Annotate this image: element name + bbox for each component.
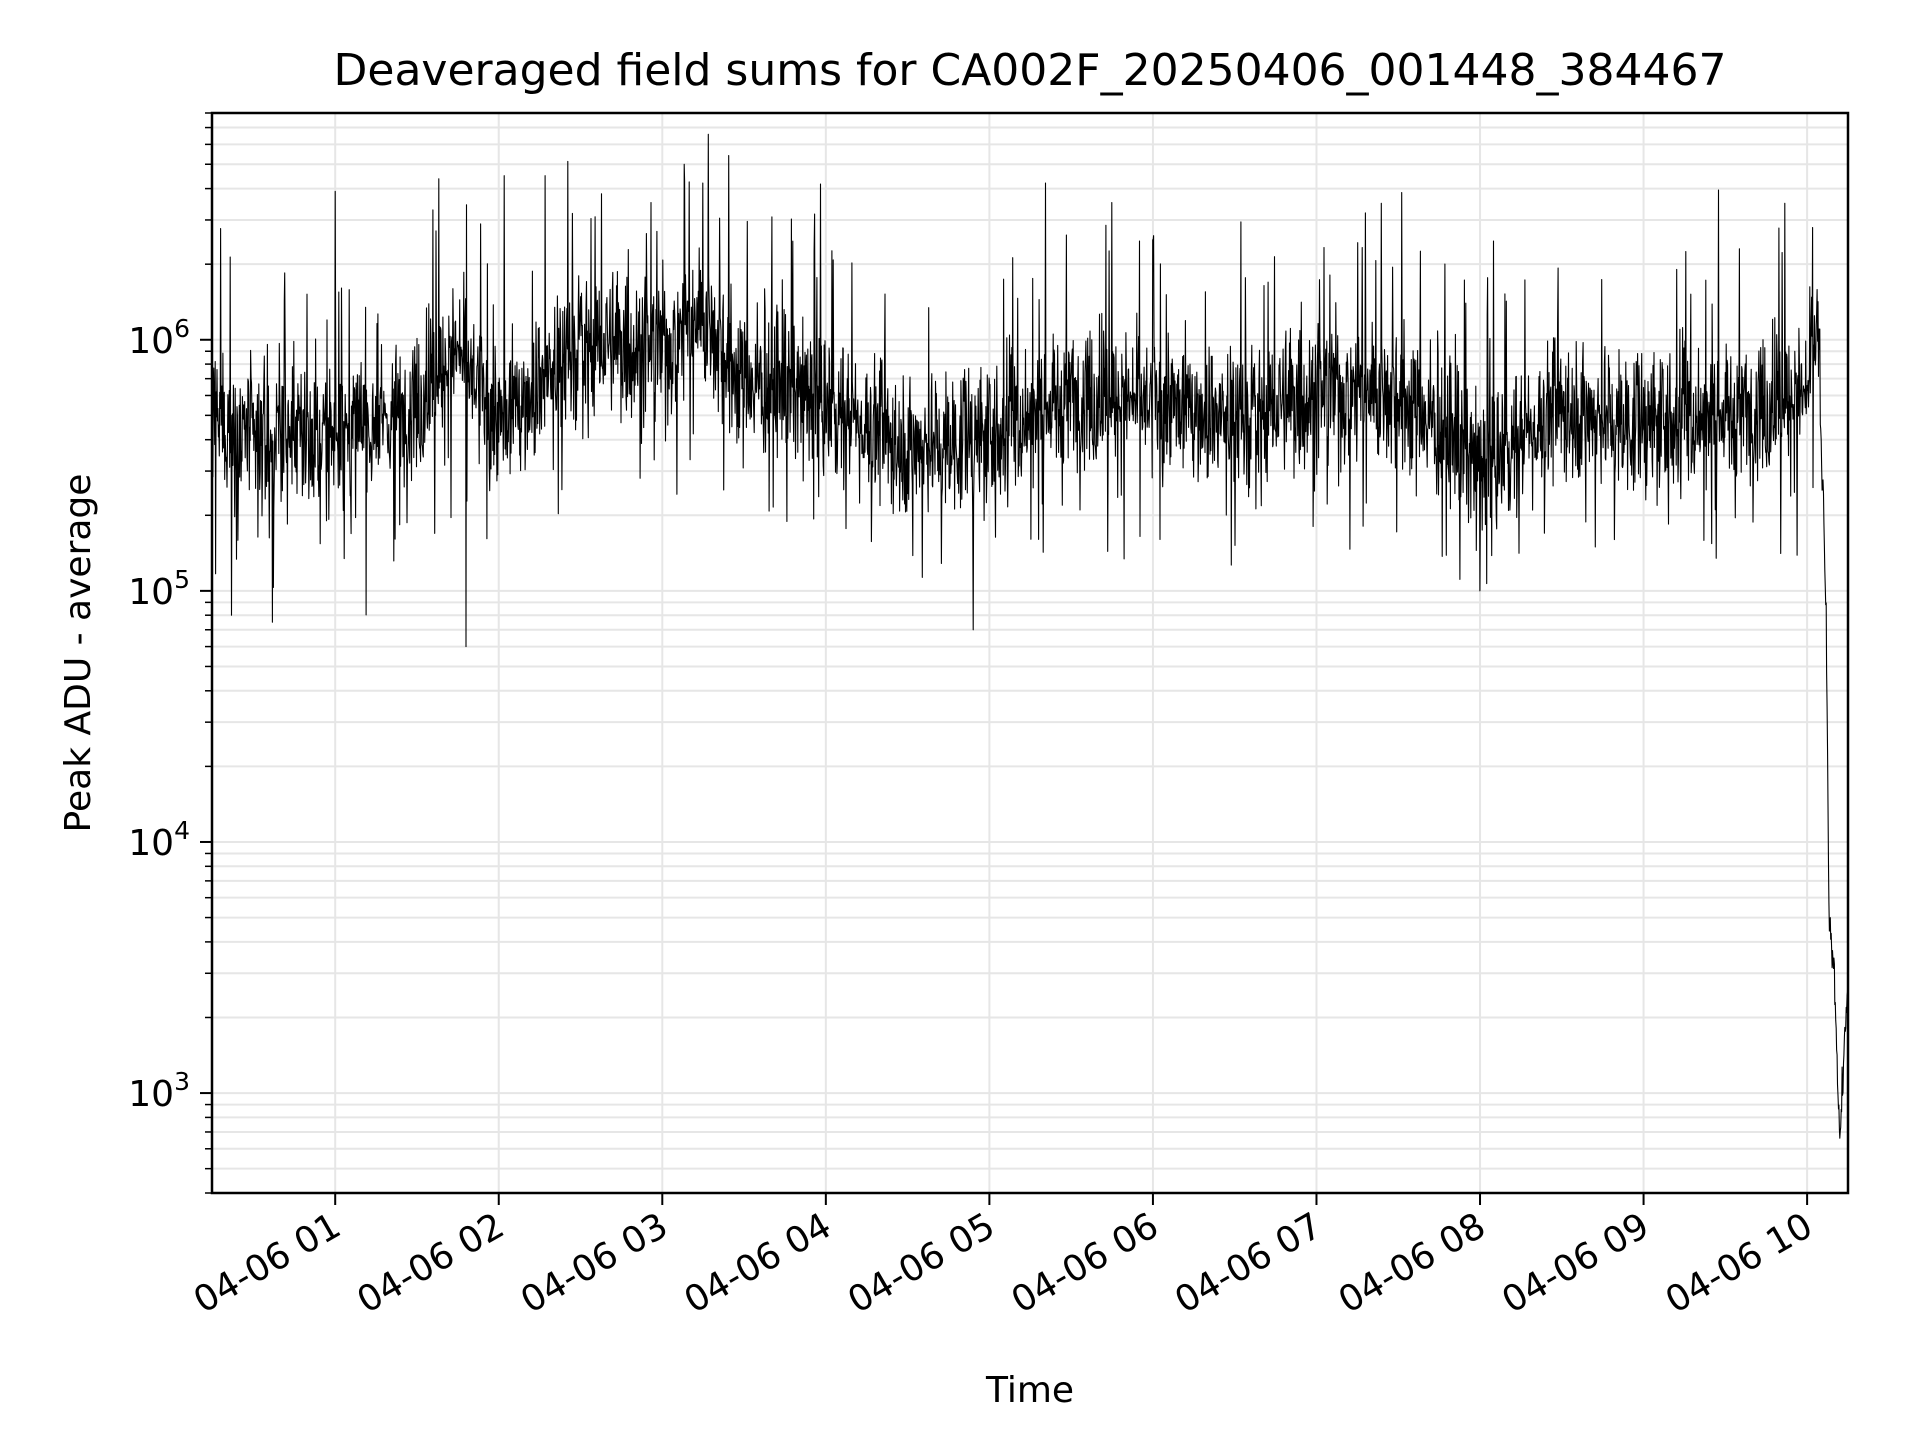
plot-frame xyxy=(210,111,1850,1195)
grid-minor-lines xyxy=(212,112,1848,1194)
grid-major-lines xyxy=(212,113,1848,1193)
y-tick-label: 103 xyxy=(128,1067,190,1115)
y-axis-label: Peak ADU - average xyxy=(58,474,99,833)
y-tick-label: 106 xyxy=(128,314,190,362)
x-axis-label: Time xyxy=(985,1370,1074,1411)
series-line-group xyxy=(211,133,1849,1139)
chart-title: Deaveraged field sums for CA002F_2025040… xyxy=(334,45,1727,96)
series-line xyxy=(211,133,1849,1139)
y-tick-label: 104 xyxy=(128,816,190,864)
y-tick-label: 105 xyxy=(128,565,190,613)
y-axis-ticks: 103 104 105 106 xyxy=(128,112,212,1194)
